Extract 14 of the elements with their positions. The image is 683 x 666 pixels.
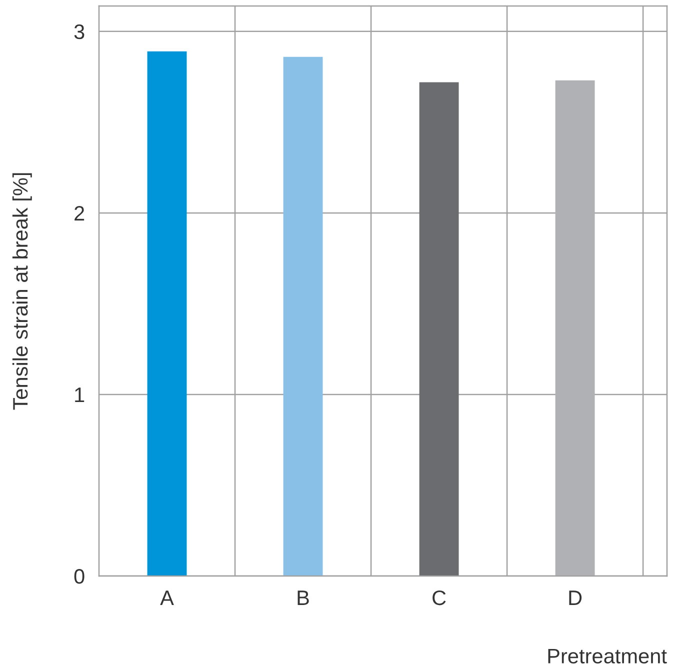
bar <box>419 82 459 576</box>
y-tick-label: 1 <box>75 388 84 402</box>
y-tick-label: 3 <box>74 24 84 40</box>
x-axis-title: Pretreatment <box>548 648 667 664</box>
x-tick-label: D <box>569 590 582 605</box>
bar <box>283 56 323 576</box>
y-axis-title: Tensile strain at break [%] <box>12 173 32 410</box>
bar <box>555 80 595 576</box>
y-tick-label: 2 <box>74 206 84 220</box>
x-tick-label: B <box>298 590 309 605</box>
y-tick-label: 0 <box>74 569 84 584</box>
x-tick-label: C <box>432 590 446 606</box>
bar <box>147 51 187 576</box>
x-tick-label: A <box>160 590 174 605</box>
